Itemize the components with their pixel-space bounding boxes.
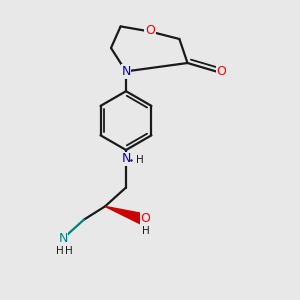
Text: O: O xyxy=(145,23,155,37)
Text: H: H xyxy=(64,246,72,256)
Polygon shape xyxy=(105,206,144,224)
Text: O: O xyxy=(217,65,226,78)
Text: O: O xyxy=(141,212,150,225)
Text: H: H xyxy=(142,226,149,236)
Text: N: N xyxy=(58,232,68,245)
Text: N: N xyxy=(121,152,131,166)
Text: H: H xyxy=(136,155,143,165)
Text: H: H xyxy=(56,246,63,256)
Text: N: N xyxy=(121,65,131,78)
